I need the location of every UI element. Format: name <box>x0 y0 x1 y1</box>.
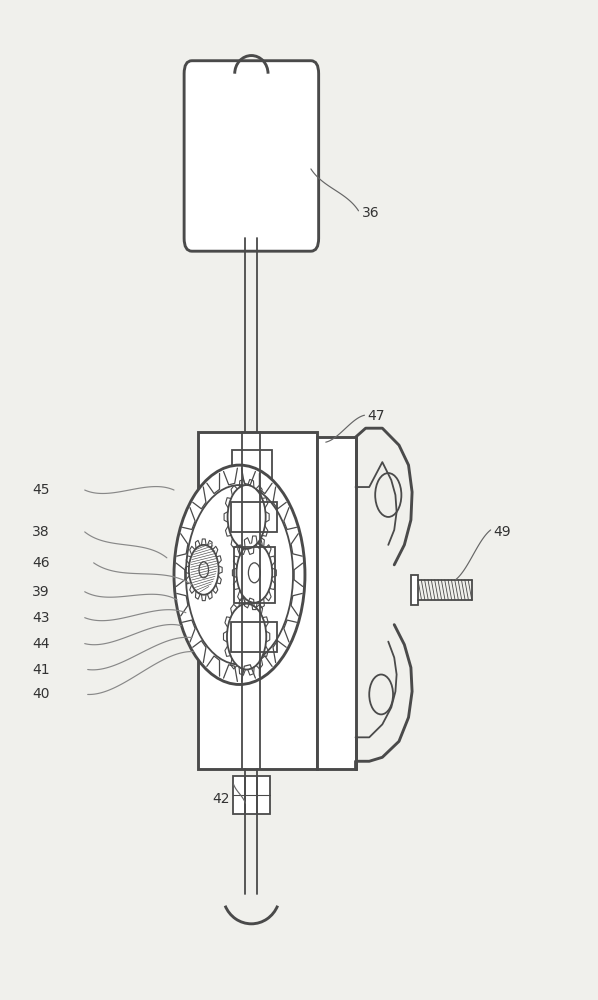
Text: 43: 43 <box>32 611 50 625</box>
Circle shape <box>228 485 266 549</box>
Bar <box>411 575 418 605</box>
Text: 36: 36 <box>362 206 379 220</box>
Text: 42: 42 <box>213 792 230 806</box>
Text: 45: 45 <box>32 483 50 497</box>
Text: 49: 49 <box>493 525 511 539</box>
Circle shape <box>236 543 272 603</box>
Bar <box>232 450 272 517</box>
Bar <box>317 437 356 769</box>
FancyBboxPatch shape <box>184 61 319 251</box>
Bar <box>234 547 275 603</box>
Text: 47: 47 <box>367 409 385 423</box>
Text: 39: 39 <box>32 585 50 599</box>
Bar <box>231 502 277 532</box>
Text: 40: 40 <box>32 687 50 701</box>
Circle shape <box>189 545 219 595</box>
Circle shape <box>174 465 305 684</box>
Text: 44: 44 <box>32 637 50 651</box>
Circle shape <box>227 604 266 670</box>
Bar <box>231 622 277 652</box>
Bar <box>233 776 270 814</box>
Text: 41: 41 <box>32 663 50 677</box>
Text: 38: 38 <box>32 525 50 539</box>
Bar <box>198 432 317 769</box>
Text: 46: 46 <box>32 556 50 570</box>
